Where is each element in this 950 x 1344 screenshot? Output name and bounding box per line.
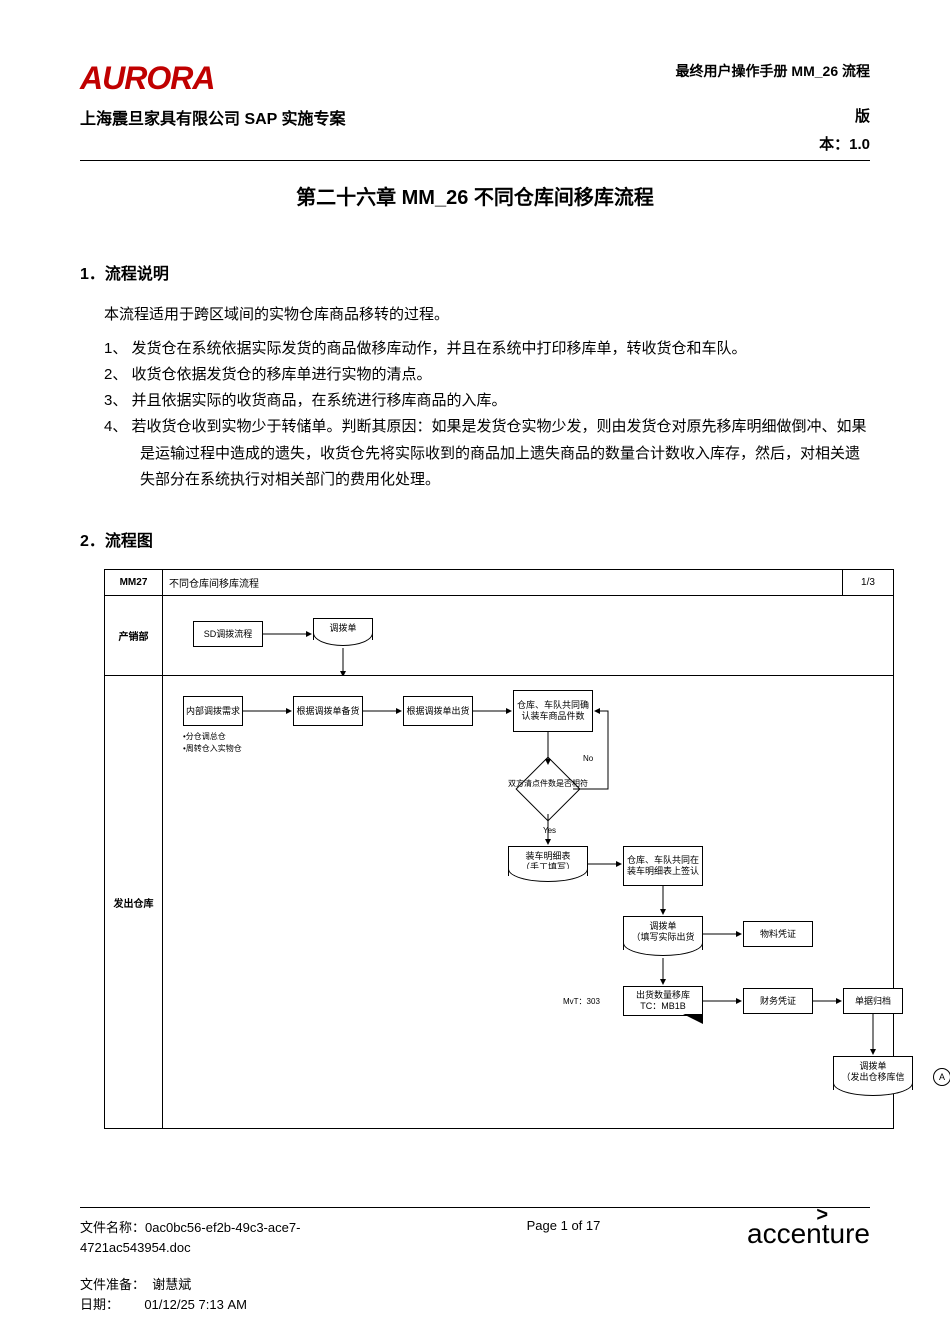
node-qty-transfer: 出货数量移库 TC：MB1B xyxy=(623,986,703,1016)
date-label: 日期： xyxy=(80,1297,119,1312)
lane2-label: 发出仓库 xyxy=(105,676,163,1128)
flowchart-code: MM27 xyxy=(105,570,163,595)
file-label: 文件名称： xyxy=(80,1220,145,1235)
section2-heading: 2．流程图 xyxy=(80,527,870,551)
lane-production: 产销部 SD调拨流程 调拨单 xyxy=(105,596,893,676)
section1-intro: 本流程适用于跨区域间的实物仓库商品移转的过程。 xyxy=(104,302,870,328)
section1-steps: 1、 发货仓在系统依据实际发货的商品做移库动作，并且在系统中打印移库单，转收货仓… xyxy=(104,336,870,494)
node-detail-sheet: 装车明细表 （手工填写） xyxy=(508,846,588,876)
node-material-doc: 物料凭证 xyxy=(743,921,813,947)
note-internal2: •周转仓入实物仓 xyxy=(183,744,242,754)
node-finance-doc: 财务凭证 xyxy=(743,988,813,1014)
label-no: No xyxy=(583,754,593,763)
node-sign: 仓库、车队共同在装车明细表上签认 xyxy=(623,846,703,886)
page-footer: 文件名称：0ac0bc56-ef2b-49c3-ace7-4721ac54395… xyxy=(80,1207,870,1314)
footer-file: 文件名称：0ac0bc56-ef2b-49c3-ace7-4721ac54395… xyxy=(80,1218,380,1257)
flowchart: MM27 不同仓库间移库流程 1/3 产销部 SD调拨流程 调拨单 发出仓库 内… xyxy=(104,569,894,1129)
lane-warehouse: 发出仓库 内部调拨需求 •分仓调总仓 •周转仓入实物仓 根据调拨单备货 根据调拨… xyxy=(105,676,893,1128)
node-transfer-fill: 调拨单 （填写实际出货量） xyxy=(623,916,703,950)
node-ship: 根据调拨单出货 xyxy=(403,696,473,726)
step-4: 4、 若收货仓收到实物少于转储单。判断其原因：如果是发货仓实物少发，则由发货仓对… xyxy=(104,414,870,493)
node-transfer-send: 调拨单 （发出仓移库信息） xyxy=(833,1056,913,1090)
connector-a: A xyxy=(933,1068,950,1086)
node-internal-req: 内部调拨需求 xyxy=(183,696,243,726)
node-confirm: 仓库、车队共同确认装车商品件数 xyxy=(513,690,593,732)
date-value: 01/12/25 7:13 AM xyxy=(144,1297,247,1312)
flowchart-name: 不同仓库间移库流程 xyxy=(163,570,843,595)
company-name: 上海震旦家具有限公司 SAP 实施专案 xyxy=(80,105,346,129)
label-mvt: MvT：303 xyxy=(563,996,600,1007)
footer-page: Page 1 of 17 xyxy=(380,1218,747,1233)
section1-heading: 1．流程说明 xyxy=(80,260,870,284)
node-prepare: 根据调拨单备货 xyxy=(293,696,363,726)
node-sd-process: SD调拨流程 xyxy=(193,621,263,647)
lane1-content: SD调拨流程 调拨单 xyxy=(163,596,893,675)
note-internal1: •分仓调总仓 xyxy=(183,732,226,742)
lane1-label: 产销部 xyxy=(105,596,163,675)
lane2-content: 内部调拨需求 •分仓调总仓 •周转仓入实物仓 根据调拨单备货 根据调拨单出货 仓… xyxy=(163,676,893,1128)
footer-meta: 文件准备： 谢慧斌 日期： 01/12/25 7:13 AM xyxy=(80,1275,870,1314)
flowchart-page-num: 1/3 xyxy=(843,570,893,595)
manual-title: 最终用户操作手册 MM_26 流程 xyxy=(676,60,870,82)
flowchart-titlebar: MM27 不同仓库间移库流程 1/3 xyxy=(105,570,893,596)
node-match-label: 双方清点件数是否相符 xyxy=(508,780,588,789)
accenture-text: accenture xyxy=(747,1218,870,1249)
node-transfer-order: 调拨单 xyxy=(313,618,373,640)
chapter-title: 第二十六章 MM_26 不同仓库间移库流程 xyxy=(80,181,870,210)
label-yes: Yes xyxy=(543,826,556,835)
step-1: 1、 发货仓在系统依据实际发货的商品做移库动作，并且在系统中打印移库单，转收货仓… xyxy=(104,336,870,362)
aurora-logo: AURORA xyxy=(80,60,214,97)
header-rule xyxy=(80,160,870,161)
accenture-arrow-icon: > xyxy=(816,1204,828,1227)
footer-rule xyxy=(80,1207,870,1208)
node-archive: 单据归档 xyxy=(843,988,903,1014)
accenture-logo: >accenture xyxy=(747,1218,870,1250)
page-header: AURORA 最终用户操作手册 MM_26 流程 上海震旦家具有限公司 SAP … xyxy=(80,60,870,161)
node-match-diamond xyxy=(515,756,580,821)
step-3: 3、 并且依据实际的收货商品，在系统进行移库商品的入库。 xyxy=(104,388,870,414)
version-line: 本：1.0 xyxy=(80,133,870,154)
version-suffix: 版 xyxy=(855,105,870,129)
prep-label: 文件准备： xyxy=(80,1277,145,1292)
step-2: 2、 收货仓依据发货仓的移库单进行实物的清点。 xyxy=(104,362,870,388)
prep-name: 谢慧斌 xyxy=(152,1277,191,1292)
